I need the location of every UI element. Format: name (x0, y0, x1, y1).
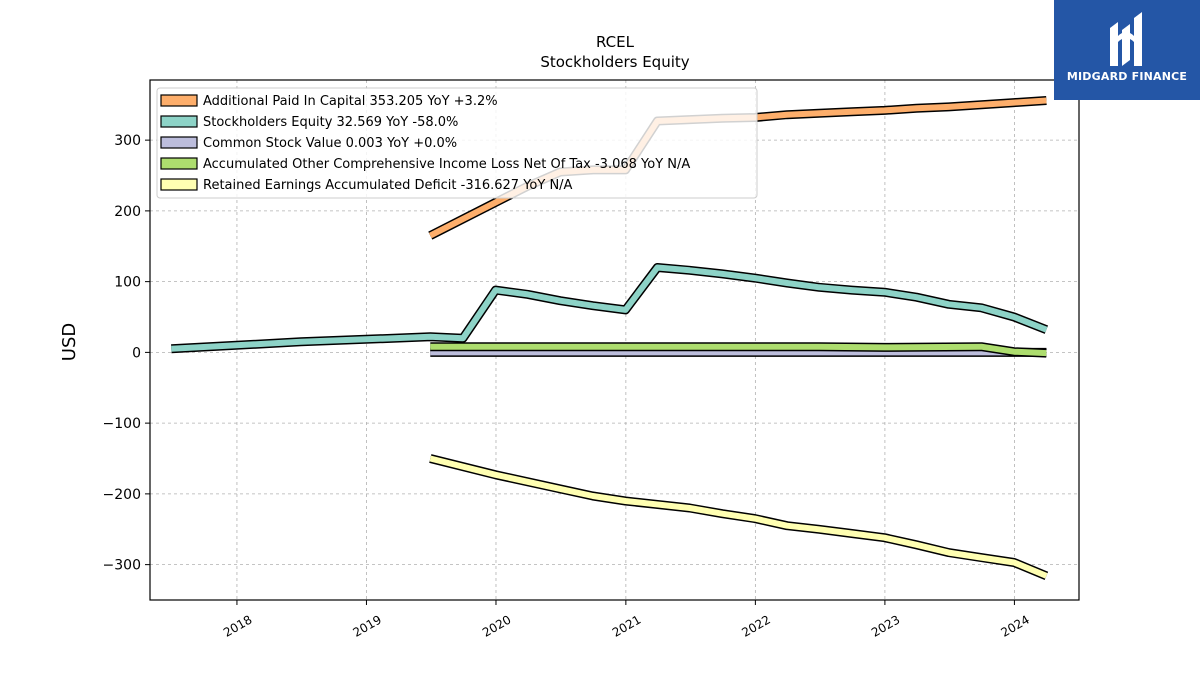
legend-swatch (160, 157, 198, 170)
chart-subtitle: Stockholders Equity (540, 53, 689, 71)
chart-title: RCEL (596, 33, 635, 51)
logo-text: MIDGARD FINANCE (1066, 70, 1188, 83)
y-tick-label: 0 (132, 345, 141, 361)
x-tick-label: 2021 (610, 612, 643, 639)
x-tick-label: 2023 (869, 612, 902, 639)
x-tick-label: 2019 (351, 612, 384, 639)
legend: Additional Paid In Capital 353.205 YoY +… (156, 87, 758, 199)
series-line (429, 455, 1048, 579)
y-tick-label: 300 (114, 133, 141, 149)
y-axis-label: USD (59, 323, 80, 361)
x-axis: 2018 2019 2020 2021 2022 2023 2024 (221, 600, 1032, 640)
y-tick-label: −300 (103, 558, 141, 574)
y-tick-label: −200 (103, 487, 141, 503)
midgard-finance-logo: MIDGARD FINANCE (1054, 0, 1200, 100)
legend-swatch (160, 115, 198, 128)
legend-entry: Stockholders Equity 32.569 YoY -58.0% (203, 115, 458, 130)
legend-swatch (160, 94, 198, 107)
legend-entry: Retained Earnings Accumulated Deficit -3… (203, 178, 573, 193)
y-axis: −300 −200 −100 0 100 200 300 (103, 133, 150, 574)
legend-entry: Common Stock Value 0.003 YoY +0.0% (203, 136, 457, 151)
legend-entry: Accumulated Other Comprehensive Income L… (203, 157, 690, 172)
x-tick-label: 2022 (739, 612, 772, 639)
midgard-logo-icon (1110, 12, 1142, 66)
x-tick-label: 2018 (221, 612, 254, 639)
legend-swatch (160, 178, 198, 191)
x-tick-label: 2020 (480, 612, 513, 639)
series-line (171, 264, 1048, 352)
legend-entry: Additional Paid In Capital 353.205 YoY +… (203, 94, 498, 109)
x-tick-label: 2024 (998, 612, 1031, 639)
y-tick-label: 200 (114, 204, 141, 220)
legend-box (156, 87, 758, 199)
plot-frame (149, 79, 1080, 601)
y-tick-label: 100 (114, 275, 141, 291)
series-line (430, 343, 1047, 357)
y-tick-label: −100 (103, 416, 141, 432)
legend-swatch (160, 136, 198, 149)
